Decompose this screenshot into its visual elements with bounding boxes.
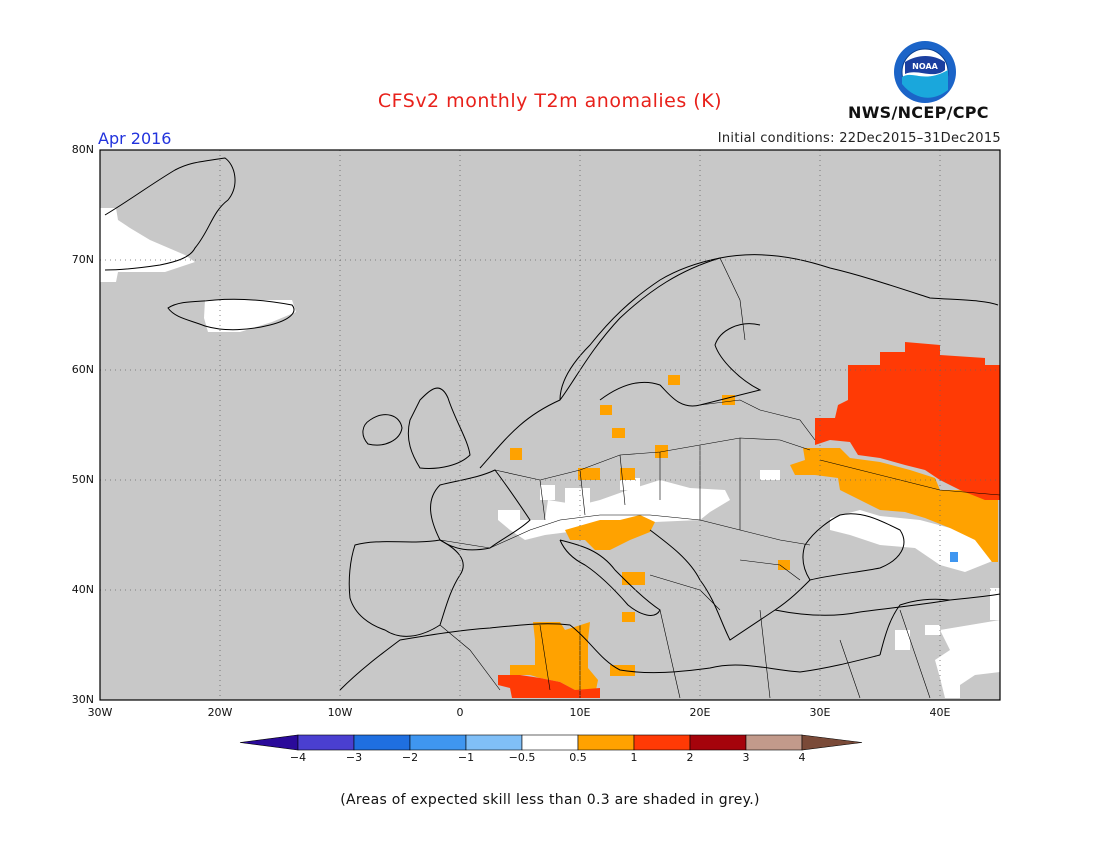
coast-northafrica <box>339 623 881 691</box>
coast-baltic <box>599 323 762 407</box>
colorbar-label-neg3: −3 <box>345 751 363 764</box>
agency-label: NWS/NCEP/CPC <box>848 103 989 122</box>
coast-iberia <box>348 539 464 637</box>
lat-tick-70n: 70N <box>71 253 94 266</box>
colorbar-segment <box>297 734 355 751</box>
anomaly-white-middleeast <box>895 620 1000 698</box>
colorbar-arrow-high <box>801 734 863 751</box>
coast-iceland <box>167 298 295 331</box>
coast-balkans <box>649 529 811 641</box>
skill-footnote: (Areas of expected skill less than 0.3 a… <box>340 792 760 808</box>
lon-tick-20e: 20E <box>689 706 711 719</box>
country-borders <box>439 257 1001 699</box>
anomaly-white-iceland <box>204 300 296 332</box>
coast-levant <box>879 598 951 656</box>
border-2 <box>439 514 811 549</box>
lat-tick-40n: 40N <box>71 583 94 596</box>
anomaly-white-levant <box>990 588 1000 620</box>
colorbar-label-4: 4 <box>798 751 806 764</box>
lon-tick-20w: 20W <box>207 706 233 719</box>
colorbar-label-neg05: −0.5 <box>508 751 536 764</box>
anomaly-red-russia <box>815 342 1000 500</box>
colorbar-segment <box>745 734 803 751</box>
colorbar-label-05: 0.5 <box>569 751 587 764</box>
colorbar-arrow-low <box>239 734 299 751</box>
anomaly-orange-northafrica <box>510 622 598 690</box>
coast-turkey <box>774 593 1001 616</box>
border-3 <box>539 438 741 530</box>
anomaly-layer <box>100 208 1000 698</box>
colorbar-label-neg1: −1 <box>457 751 475 764</box>
lon-tick-10w: 10W <box>327 706 353 719</box>
anomaly-blue-spot <box>950 552 958 562</box>
lon-tick-0: 0 <box>456 706 464 719</box>
lat-tick-50n: 50N <box>71 473 94 486</box>
anomaly-orange-russia <box>790 448 998 562</box>
coast-greenland <box>104 157 236 271</box>
initial-conditions: Initial conditions: 22Dec2015–31Dec2015 <box>717 131 1001 146</box>
border-6 <box>649 559 801 611</box>
colorbar-segment <box>521 734 579 751</box>
lon-tick-40e: 40E <box>929 706 951 719</box>
forecast-period: Apr 2016 <box>98 129 172 148</box>
lat-tick-80n: 80N <box>71 143 94 156</box>
anomaly-white-centraleurope <box>540 478 640 505</box>
coast-britain <box>407 387 471 469</box>
coast-blacksea <box>802 513 905 581</box>
gridlines <box>100 150 1000 700</box>
colorbar-segment <box>409 734 467 751</box>
colorbar-segment <box>577 734 635 751</box>
lon-tick-30e: 30E <box>809 706 831 719</box>
colorbar-label-neg2: −2 <box>401 751 419 764</box>
noaa-logo: NOAA <box>894 41 956 103</box>
border-7 <box>439 609 931 699</box>
anomaly-white-greenland <box>100 208 195 282</box>
colorbar-segment <box>465 734 523 751</box>
coast-france <box>430 469 531 551</box>
lon-tick-10e: 10E <box>569 706 591 719</box>
colorbar-label-3: 3 <box>742 751 750 764</box>
colorbar-segment <box>353 734 411 751</box>
noaa-logo-text: NOAA <box>912 62 938 71</box>
colorbar-segment <box>689 734 747 751</box>
colorbar-label-1: 1 <box>630 751 638 764</box>
anomaly-red-algeria <box>498 675 600 698</box>
lat-tick-60n: 60N <box>71 363 94 376</box>
border-4 <box>699 257 816 441</box>
anomaly-orange-italy <box>565 515 655 550</box>
colorbar-segment <box>633 734 691 751</box>
lon-tick-30w: 30W <box>87 706 113 719</box>
colorbar-label-2: 2 <box>686 751 694 764</box>
anomaly-white-alps <box>498 480 730 540</box>
coast-ireland <box>362 414 403 446</box>
map-title: CFSv2 monthly T2m anomalies (K) <box>377 90 723 112</box>
colorbar-label-neg4: −4 <box>289 751 307 764</box>
coast-italy <box>559 539 661 616</box>
coastlines <box>104 157 1001 691</box>
map-frame <box>99 149 1001 701</box>
lat-tick-30n: 30N <box>71 693 94 706</box>
